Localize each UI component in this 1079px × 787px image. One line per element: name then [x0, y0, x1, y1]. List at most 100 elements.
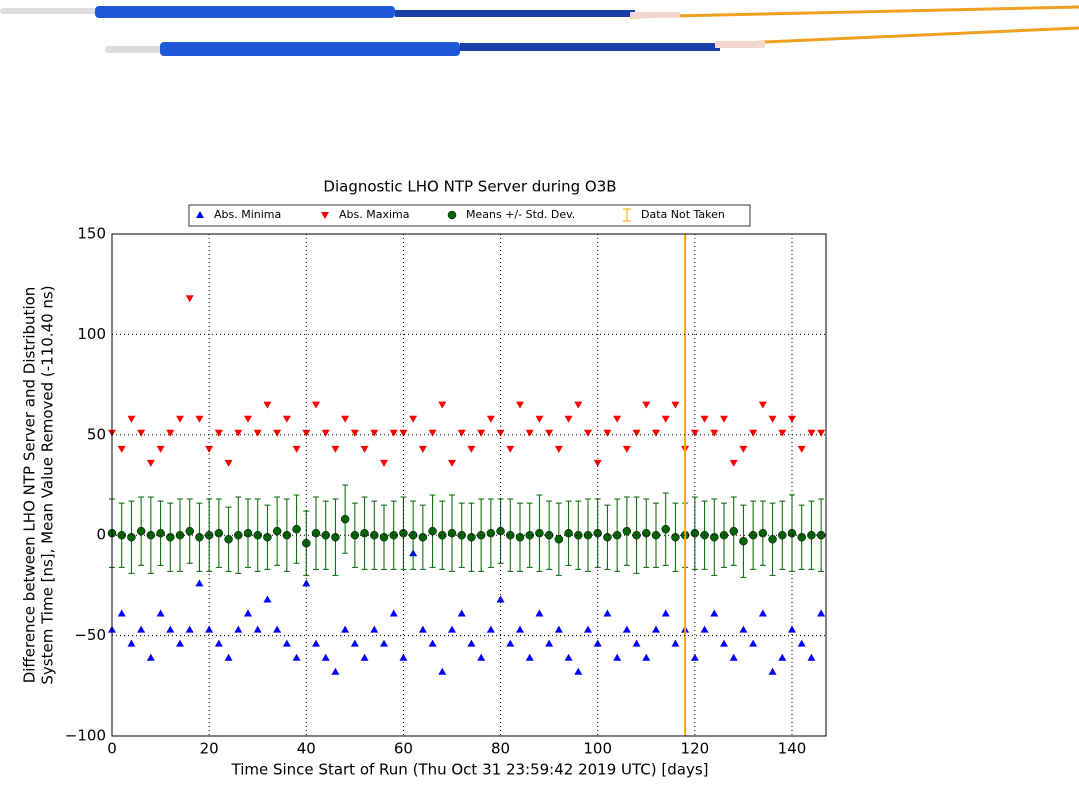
point: [176, 639, 184, 647]
point: [584, 429, 592, 437]
point: [263, 595, 272, 603]
point: [457, 609, 466, 617]
point: [515, 532, 525, 542]
legend-label: Abs. Maxima: [339, 208, 410, 221]
point: [360, 445, 369, 453]
point: [797, 532, 806, 542]
legend-label: Abs. Minima: [214, 208, 281, 221]
y-tick-label: 0: [96, 526, 106, 544]
point: [816, 530, 826, 540]
point: [234, 530, 243, 540]
point: [710, 429, 719, 437]
point: [622, 445, 631, 453]
point: [166, 625, 175, 633]
chart-title: Diagnostic LHO NTP Server during O3B: [323, 178, 616, 196]
plot-frame: [111, 233, 827, 737]
point: [613, 415, 622, 423]
point: [652, 625, 660, 633]
point: [399, 653, 408, 661]
point: [321, 530, 330, 540]
point: [690, 429, 699, 437]
point: [574, 401, 583, 409]
point: [476, 530, 486, 540]
point: [554, 625, 563, 633]
point: [185, 625, 194, 633]
point: [117, 445, 126, 453]
point: [768, 667, 777, 675]
point: [185, 295, 194, 303]
point: [642, 653, 651, 661]
point: [661, 609, 670, 617]
point: [720, 415, 728, 423]
point: [593, 528, 602, 538]
point: [768, 415, 777, 423]
legend-swatch: [623, 208, 631, 222]
point: [778, 429, 787, 437]
point: [652, 429, 660, 437]
point: [146, 653, 155, 661]
point: [477, 429, 486, 437]
point: [817, 609, 826, 617]
point: [554, 534, 564, 544]
y-axis-label: System Time [ns], Mean Value Removed (-1…: [39, 285, 57, 684]
legend-label: Data Not Taken: [641, 208, 725, 221]
x-axis-label: Time Since Start of Run (Thu Oct 31 23:5…: [231, 761, 709, 779]
point: [739, 536, 748, 546]
point: [525, 429, 534, 437]
x-tick-label: 120: [681, 740, 710, 758]
point: [448, 459, 456, 467]
point: [749, 639, 758, 647]
point: [224, 653, 233, 661]
point: [622, 526, 632, 536]
point: [146, 530, 156, 540]
point: [137, 429, 146, 437]
point: [195, 579, 204, 587]
point: [166, 429, 175, 437]
point: [156, 445, 165, 453]
point: [340, 514, 350, 524]
point: [331, 667, 340, 675]
point: [729, 653, 738, 661]
point: [778, 653, 787, 661]
point: [438, 667, 447, 675]
point: [748, 530, 758, 540]
point: [331, 532, 340, 542]
point: [360, 528, 369, 538]
point: [399, 429, 408, 437]
point: [758, 609, 767, 617]
point: [263, 532, 272, 542]
x-tick-label: 80: [491, 740, 510, 758]
point: [564, 528, 573, 538]
point: [574, 667, 583, 675]
x-tick-label: 60: [394, 740, 413, 758]
point: [700, 625, 709, 633]
point: [127, 639, 136, 647]
point: [282, 530, 292, 540]
point: [613, 653, 622, 661]
point: [428, 639, 437, 647]
point: [156, 528, 165, 538]
point: [244, 415, 252, 423]
y-tick-label: −50: [74, 626, 106, 644]
point: [205, 445, 214, 453]
point: [214, 639, 223, 647]
y-axis-label: Difference between LHO NTP Server and Di…: [21, 287, 39, 684]
point: [428, 526, 437, 536]
point: [758, 401, 767, 409]
point: [787, 528, 797, 538]
point: [370, 429, 379, 437]
point: [331, 445, 340, 453]
point: [234, 429, 243, 437]
point: [312, 401, 320, 409]
point: [273, 429, 282, 437]
point: [263, 401, 272, 409]
point: [603, 429, 612, 437]
point: [690, 653, 699, 661]
point: [360, 653, 369, 661]
point: [544, 530, 554, 540]
point: [282, 639, 291, 647]
point: [467, 532, 476, 542]
point: [603, 532, 612, 542]
point: [166, 532, 175, 542]
point: [720, 639, 728, 647]
